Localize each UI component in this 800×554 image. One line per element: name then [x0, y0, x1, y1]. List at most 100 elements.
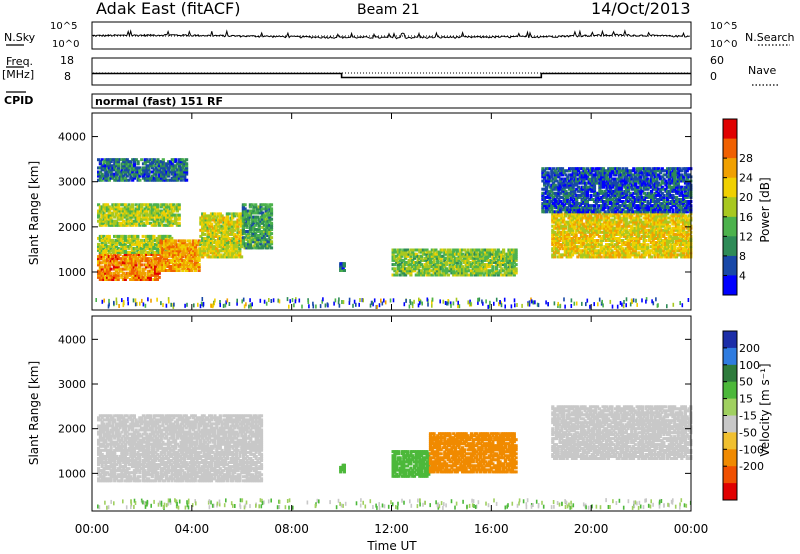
echo-cell	[222, 247, 226, 251]
echo-cell	[269, 203, 274, 207]
echo-cell	[132, 269, 136, 273]
echo-cell	[250, 217, 254, 221]
noise-left-tick-bottom: 10^0	[52, 39, 79, 50]
echo-cell	[136, 259, 140, 263]
echo-cell	[163, 236, 167, 240]
echo-cell	[130, 265, 135, 269]
echo-cell	[262, 234, 267, 238]
echo-cell	[204, 228, 208, 232]
echo-cell	[215, 216, 219, 220]
echo-cell	[589, 193, 593, 197]
echo-cell	[111, 244, 115, 248]
echo-cell	[193, 255, 198, 259]
echo-cell	[138, 178, 142, 182]
echo-cell	[123, 267, 127, 271]
echo-cell	[201, 232, 205, 236]
echo-cell	[261, 221, 265, 225]
echo-cell	[222, 226, 226, 230]
echo-cell	[164, 261, 168, 265]
echo-cell	[241, 232, 245, 236]
echo-cell	[241, 238, 245, 242]
echo-cell	[166, 255, 170, 259]
echo-cell	[192, 263, 196, 267]
echo-cell	[202, 251, 207, 255]
echo-cell	[224, 228, 228, 232]
echo-cell	[213, 224, 217, 228]
echo-cell	[245, 213, 249, 217]
echo-cell	[190, 253, 194, 257]
echo-cell	[255, 236, 259, 240]
echo-cell	[98, 234, 102, 238]
echo-cell	[113, 250, 117, 254]
echo-cell	[104, 242, 108, 246]
echo-cell	[173, 249, 178, 253]
echo-cell	[100, 267, 104, 271]
echo-cell	[257, 205, 261, 209]
echo-cell	[201, 241, 205, 245]
echo-cell	[102, 250, 106, 254]
echo-cell	[138, 242, 142, 246]
echo-cell	[190, 245, 194, 249]
echo-cell	[241, 215, 245, 219]
echo-cell	[241, 223, 245, 227]
echo-cell	[217, 239, 221, 242]
echo-cell	[238, 230, 242, 234]
echo-cell	[225, 237, 229, 240]
echo-cell	[159, 249, 163, 253]
echo-cell	[206, 216, 210, 220]
echo-cell	[97, 248, 101, 252]
echo-cell	[197, 263, 201, 267]
echo-cell	[163, 267, 167, 270]
echo-cell	[225, 220, 229, 224]
echo-cell	[120, 273, 124, 277]
echo-cell	[181, 243, 185, 247]
echo-cell	[201, 239, 205, 242]
echo-cell	[241, 217, 245, 221]
echo-cell	[220, 243, 224, 247]
echo-cell	[105, 257, 110, 261]
echo-cell	[248, 211, 252, 215]
echo-cell	[238, 255, 242, 259]
echo-cell	[229, 218, 233, 222]
echo-cell	[127, 244, 131, 248]
echo-cell	[243, 221, 247, 225]
echo-cell	[186, 249, 190, 253]
echo-cell	[168, 261, 172, 265]
echo-cell	[250, 219, 254, 223]
echo-cell	[199, 247, 203, 251]
echo-cell	[215, 249, 219, 253]
echo-cell	[120, 269, 124, 273]
echo-cell	[254, 238, 258, 242]
echo-cell	[224, 234, 228, 238]
echo-cell	[179, 249, 183, 253]
echo-cell	[208, 245, 212, 249]
echo-cell	[181, 251, 185, 255]
echo-cell	[183, 245, 187, 249]
echo-cell	[261, 219, 265, 223]
echo-cell	[129, 265, 133, 269]
echo-cell	[152, 242, 156, 246]
echo-cell	[215, 251, 219, 255]
echo-cell	[259, 244, 263, 248]
echo-cell	[190, 259, 194, 263]
echo-cell	[173, 261, 178, 265]
echo-cell	[170, 259, 174, 263]
echo-cell	[183, 243, 187, 247]
echo-cell	[252, 228, 256, 231]
echo-cell	[254, 246, 258, 250]
echo-cell	[236, 241, 240, 245]
echo-cell	[204, 214, 208, 218]
echo-cell	[455, 248, 459, 252]
echo-cell	[238, 212, 242, 216]
echo-cell	[173, 253, 178, 257]
echo-cell	[132, 275, 136, 279]
echo-cell	[130, 275, 135, 279]
echo-cell	[186, 269, 190, 272]
echo-cell	[224, 245, 228, 249]
echo-cell	[197, 239, 201, 243]
echo-cell	[157, 275, 161, 279]
echo-cell	[136, 257, 140, 261]
freq-left-label: Freq.	[6, 55, 33, 68]
echo-cell	[209, 247, 214, 251]
